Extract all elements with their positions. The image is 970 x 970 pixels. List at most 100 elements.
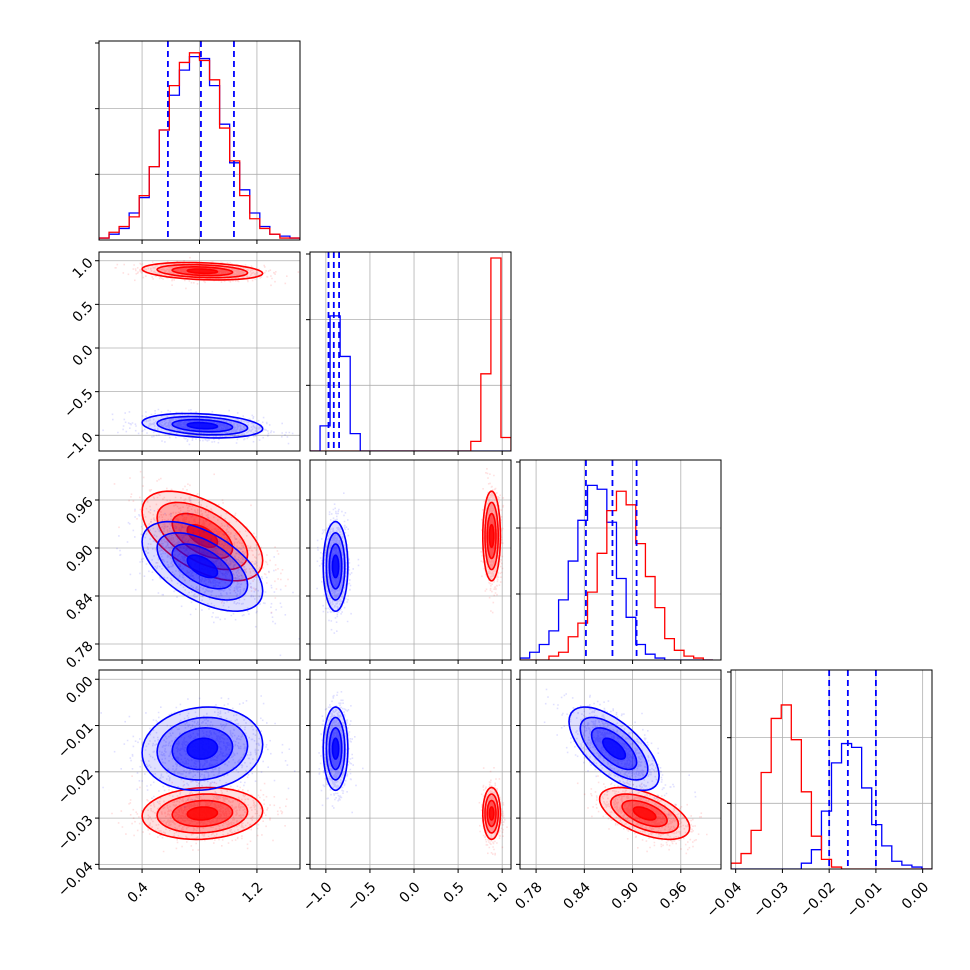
y-tick-label: −0.01: [55, 720, 97, 762]
panel-frame: [309, 251, 512, 452]
grid: [520, 670, 721, 869]
contour: [488, 806, 495, 821]
contour: [601, 737, 627, 760]
density-fill: [332, 738, 339, 760]
histogram-blue: [310, 315, 511, 451]
density-fill: [633, 807, 656, 820]
contour: [186, 268, 219, 275]
contour: [186, 554, 219, 579]
histogram-red: [99, 52, 300, 240]
contour: [141, 412, 264, 439]
contour: [186, 737, 219, 760]
histogram-blue: [520, 484, 713, 660]
scatter-blue: [102, 408, 294, 446]
contour: [171, 266, 234, 277]
panel-1-0: [95, 251, 301, 455]
grid: [99, 670, 300, 869]
contour: [171, 799, 234, 828]
x-tick-label: −1.0: [300, 879, 335, 914]
contour: [186, 806, 219, 821]
histogram-red: [731, 704, 932, 869]
contour: [186, 524, 219, 548]
panel-3-0: [95, 669, 301, 873]
contour: [598, 786, 691, 841]
contour: [331, 737, 340, 760]
x-tick-label: 0.84: [561, 879, 594, 912]
y-tick-label: −0.5: [61, 386, 96, 421]
x-tick-label: 0.5: [441, 879, 468, 906]
y-tick-label: 0.00: [63, 674, 96, 707]
scatter-blue: [543, 688, 697, 816]
y-tick-label: −0.03: [55, 812, 97, 854]
panel-frame: [309, 669, 512, 870]
x-tick-label: 0.4: [125, 879, 152, 906]
x-tick-label: 0.0: [397, 879, 424, 906]
grid: [310, 670, 511, 869]
x-tick-label: 0.00: [899, 879, 932, 912]
y-tick-label: 0.78: [63, 638, 96, 671]
contour: [156, 793, 249, 834]
density-fill: [187, 555, 218, 578]
contour: [328, 543, 343, 590]
panel-frame: [519, 459, 722, 661]
grid: [520, 460, 721, 660]
x-tick-label: 0.90: [609, 879, 642, 912]
scatter-blue: [116, 499, 300, 657]
contour: [484, 501, 499, 571]
histogram-red: [310, 257, 511, 451]
contour: [171, 726, 234, 771]
y-tick-label: 0.0: [70, 342, 97, 369]
x-tick-label: −0.03: [750, 879, 792, 921]
panel-frame: [730, 669, 933, 870]
histogram-blue: [731, 742, 932, 869]
contour: [141, 261, 264, 281]
scatter-red: [576, 771, 708, 855]
contour: [156, 501, 249, 571]
x-tick-label: 0.78: [512, 879, 545, 912]
panel-0-0: [95, 40, 301, 244]
panel-2-1: [306, 459, 512, 664]
contour: [156, 263, 249, 279]
contour: [156, 415, 249, 436]
y-tick-label: −0.04: [55, 859, 97, 901]
grid: [310, 252, 511, 451]
scatter-red: [480, 468, 505, 614]
x-tick-label: −0.02: [797, 879, 839, 921]
x-tick-label: 0.96: [657, 879, 690, 912]
panel-frame: [519, 669, 722, 870]
grid: [99, 252, 300, 451]
y-tick-label: 0.84: [63, 590, 96, 623]
contour: [171, 418, 234, 433]
contour: [486, 512, 497, 560]
density-fill: [187, 738, 218, 760]
y-tick-label: 1.0: [70, 255, 97, 282]
panel-2-2: [516, 459, 722, 664]
panel-3-2: [516, 669, 722, 873]
x-tick-label: 0.8: [182, 879, 209, 906]
contour: [331, 554, 340, 579]
density-fill: [332, 555, 339, 578]
grid: [99, 41, 300, 240]
contour: [325, 531, 346, 601]
contour: [486, 799, 497, 828]
x-tick-label: −0.01: [844, 879, 886, 921]
scatter-red: [99, 256, 300, 290]
contour: [328, 726, 343, 771]
y-tick-label: −0.02: [55, 766, 97, 808]
contour: [156, 531, 249, 601]
x-tick-label: −0.5: [344, 879, 379, 914]
contour: [186, 421, 219, 430]
panel-3-1: [306, 669, 512, 873]
scatter-blue: [100, 695, 296, 808]
contour: [141, 520, 264, 613]
contour: [171, 543, 234, 590]
x-tick-label: 1.0: [485, 879, 512, 906]
y-tick-label: −1.0: [61, 430, 96, 465]
y-tick-label: 0.96: [63, 494, 96, 527]
contour: [325, 716, 346, 781]
histogram-red: [520, 490, 713, 660]
contour: [590, 727, 638, 771]
contour: [610, 793, 680, 834]
panel-3-3: [727, 669, 933, 873]
